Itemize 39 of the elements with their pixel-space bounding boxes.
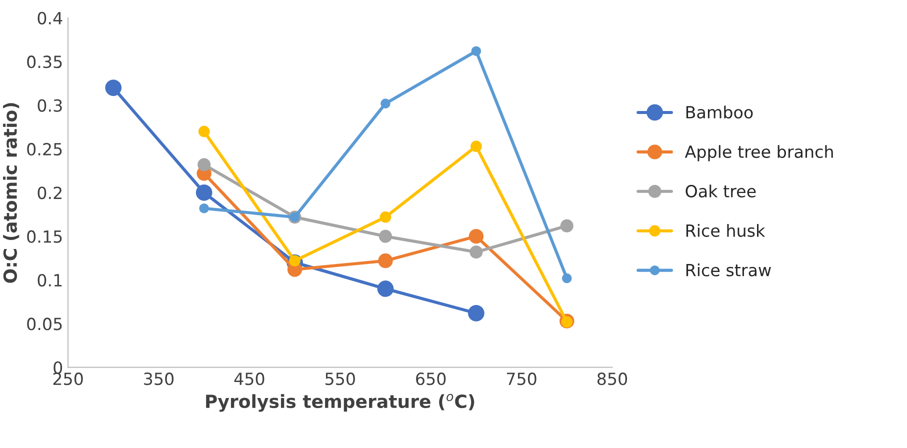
point [560,219,574,232]
y-tick-label: 0.05 [27,318,62,330]
legend-label: Rice husk [686,224,766,237]
x-tick-label: 550 [326,372,355,386]
point [380,211,392,223]
x-axis-title: Pyrolysis temperature ($^{o}$C) [206,394,474,412]
point [198,126,210,138]
point [470,140,482,152]
y-tick-label: 0.25 [27,142,62,156]
y-axis-title: O:C (atomic ratio) [3,103,20,283]
point [377,280,394,297]
x-tick-label: 650 [416,372,446,386]
x-tick-label: 450 [234,372,264,386]
legend-label: Rice straw [686,264,771,276]
legend-label: Bamboo [686,106,753,119]
x-tick-label: 750 [506,372,536,386]
legend-label: Apple tree branch [684,145,833,162]
x-tick-label: 250 [53,372,83,386]
y-tick-label: 0.3 [38,99,62,112]
point [378,230,392,243]
point [196,184,212,201]
y-tick-label: 0.1 [38,274,62,287]
legend-label: Oak tree [686,184,756,198]
point [198,158,211,172]
x-tick-label: 850 [597,372,628,386]
point [378,253,393,268]
y-tick-label: 0.4 [38,12,62,24]
point [199,204,209,214]
point [468,228,484,244]
point [470,246,483,259]
point [468,305,484,322]
y-tick-label: 0.15 [27,230,62,243]
y-tick-label: 0.2 [38,186,62,200]
point [105,80,122,96]
x-tick-label: 350 [144,372,174,386]
point [562,273,572,284]
point [471,46,482,56]
y-tick-label: 0.35 [27,56,62,68]
point [380,98,390,108]
